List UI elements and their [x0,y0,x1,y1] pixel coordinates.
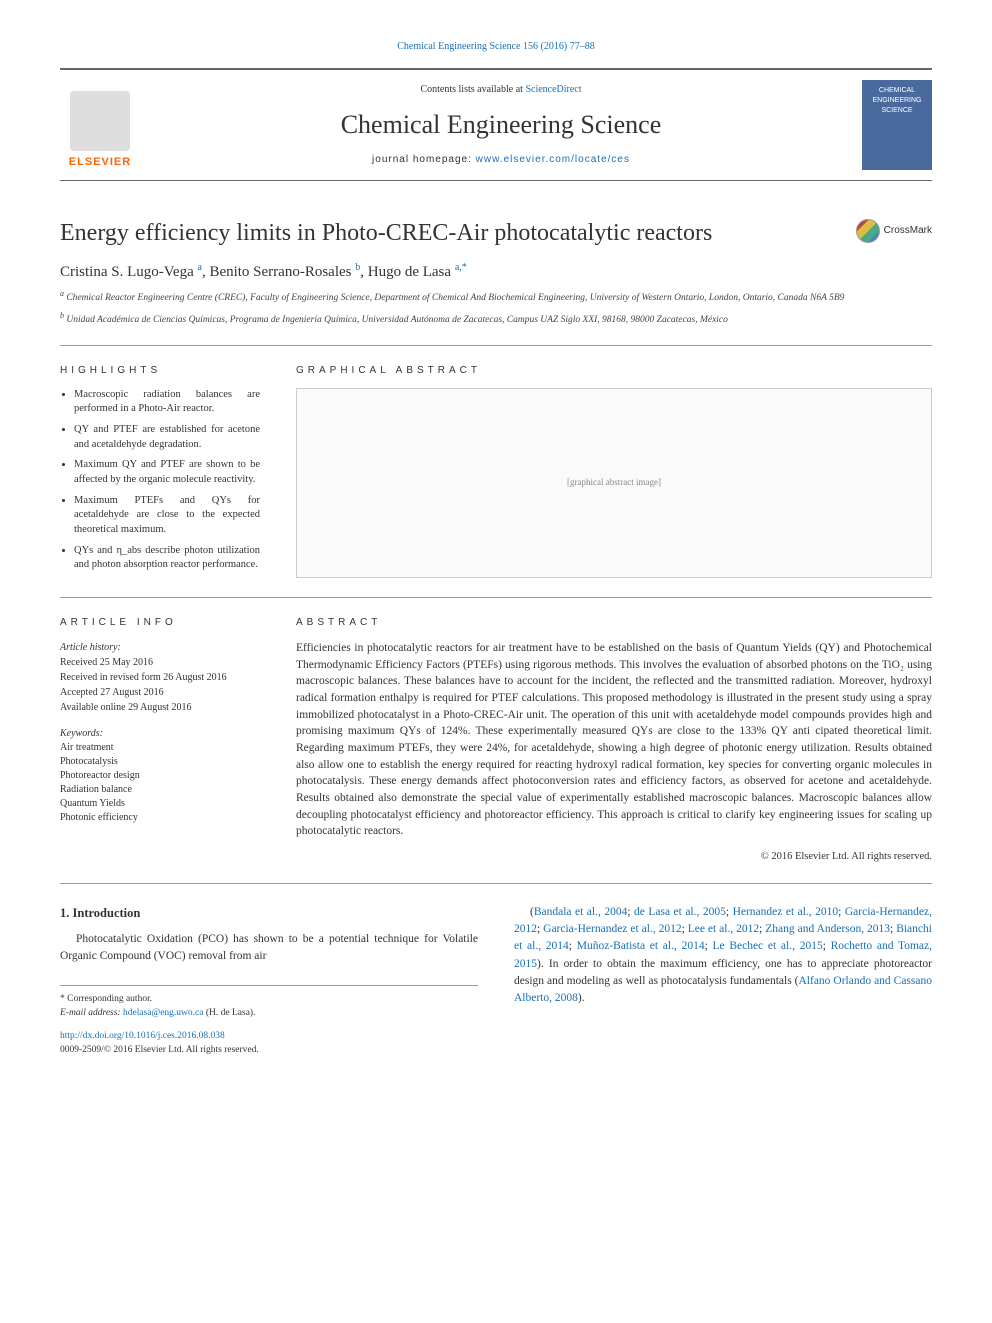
doi-link[interactable]: http://dx.doi.org/10.1016/j.ces.2016.08.… [60,1031,225,1041]
keyword: Photocatalysis [60,756,118,767]
history-line: Accepted 27 August 2016 [60,687,164,698]
corresponding-footnote: * Corresponding author. E-mail address: … [60,985,478,1021]
citation-link[interactable]: Alfano Orlando and Cassano Alberto, 2008 [514,975,932,1004]
elsevier-tree-icon [70,91,130,151]
keywords-label: Keywords: [60,728,103,739]
article-info-heading: ARTICLE INFO [60,616,260,630]
sciencedirect-link[interactable]: ScienceDirect [525,84,581,95]
graphical-abstract-image: [graphical abstract image] [296,388,932,578]
homepage-line: journal homepage: www.elsevier.com/locat… [160,153,842,167]
elsevier-label: ELSEVIER [69,155,131,170]
highlight-item: QYs and η_abs describe photon utilizatio… [74,544,260,573]
affiliation-a: a Chemical Reactor Engineering Centre (C… [60,289,932,305]
keyword: Radiation balance [60,784,132,795]
email-label: E-mail address: [60,1008,123,1018]
crossmark-icon [856,219,880,243]
corresponding-label: * Corresponding author. [60,992,478,1006]
homepage-link[interactable]: www.elsevier.com/locate/ces [476,154,630,165]
elsevier-logo: ELSEVIER [60,80,140,170]
citation-link[interactable]: Hernandez et al., 2010 [733,906,839,918]
section-1-para: Photocatalytic Oxidation (PCO) has shown… [60,931,478,966]
keyword: Quantum Yields [60,798,125,809]
email-name: (H. de Lasa). [203,1008,255,1018]
highlight-item: Maximum QY and PTEF are shown to be affe… [74,458,260,487]
contents-line: Contents lists available at ScienceDirec… [160,83,842,97]
keyword: Photoreactor design [60,770,140,781]
history-line: Available online 29 August 2016 [60,702,191,713]
highlight-item: Macroscopic radiation balances are perfo… [74,388,260,417]
citation-link[interactable]: Zhang and Anderson, 2013 [765,923,890,935]
history-label: Article history: [60,642,121,653]
citation-link[interactable]: Muñoz-Batista et al., 2014 [577,940,705,952]
abstract-copyright: © 2016 Elsevier Ltd. All rights reserved… [296,850,932,865]
keyword: Air treatment [60,742,114,753]
abstract-text: Efficiencies in photocatalytic reactors … [296,640,932,840]
journal-header: ELSEVIER Contents lists available at Sci… [60,68,932,181]
author-list: Cristina S. Lugo-Vega a, Benito Serrano-… [60,261,932,283]
citation-link[interactable]: Garcia-Hernandez et al., 2012 [543,923,681,935]
article-history: Article history: Received 25 May 2016 Rec… [60,640,260,715]
abstract-heading: ABSTRACT [296,616,932,630]
refs-paragraph: (Bandala et al., 2004; de Lasa et al., 2… [514,904,932,1008]
citation-link[interactable]: Le Bechec et al., 2015 [713,940,823,952]
highlights-heading: HIGHLIGHTS [60,364,260,378]
history-line: Received in revised form 26 August 2016 [60,672,227,683]
highlight-item: Maximum PTEFs and QYs for acetaldehyde a… [74,494,260,538]
history-line: Received 25 May 2016 [60,657,153,668]
journal-cover-thumb: CHEMICAL ENGINEERING SCIENCE [862,80,932,170]
issn-line: 0009-2509/© 2016 Elsevier Ltd. All right… [60,1045,259,1055]
crossmark-label: CrossMark [884,224,932,238]
citation-link[interactable]: Lee et al., 2012 [688,923,759,935]
citation-link[interactable]: de Lasa et al., 2005 [634,906,726,918]
homepage-prefix: journal homepage: [372,154,476,165]
graphical-abstract-heading: GRAPHICAL ABSTRACT [296,364,932,378]
citation-link[interactable]: Chemical Engineering Science 156 (2016) … [397,41,594,52]
journal-name: Chemical Engineering Science [160,107,842,143]
crossmark-badge[interactable]: CrossMark [856,219,932,243]
article-title: Energy efficiency limits in Photo-CREC-A… [60,217,844,251]
affiliation-b: b Unidad Académica de Ciencias Químicas,… [60,311,932,327]
highlight-item: QY and PTEF are established for acetone … [74,423,260,452]
keyword: Photonic efficiency [60,812,138,823]
citation-link[interactable]: Bandala et al., 2004 [534,906,627,918]
keywords-block: Keywords: Air treatment Photocatalysis Pho… [60,727,260,825]
highlights-list: Macroscopic radiation balances are perfo… [60,388,260,574]
contents-prefix: Contents lists available at [420,84,525,95]
section-1-heading: 1. Introduction [60,904,478,923]
corresponding-email-link[interactable]: hdelasa@eng.uwo.ca [123,1008,204,1018]
